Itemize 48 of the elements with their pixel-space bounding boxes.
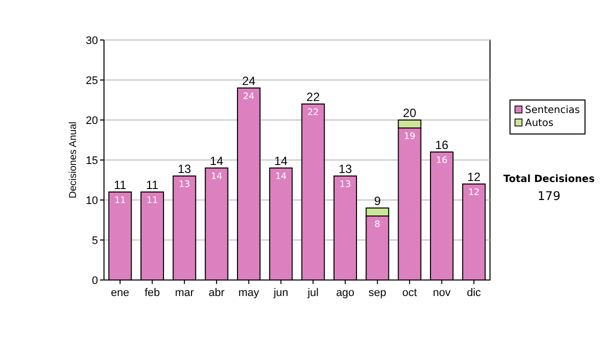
y-tick-label: 15 — [86, 155, 98, 167]
data-label: 11 — [146, 196, 158, 206]
total-label: 20 — [402, 106, 417, 120]
data-label: 22 — [307, 108, 319, 118]
x-tick-label: nov — [432, 287, 452, 299]
total-label: 16 — [435, 138, 449, 152]
total-label: 13 — [178, 162, 192, 176]
data-label: 14 — [210, 172, 223, 182]
data-label: 13 — [178, 180, 190, 190]
y-tick-label: 30 — [86, 35, 98, 47]
x-tick-label: may — [238, 287, 260, 299]
data-label: 13 — [340, 180, 351, 190]
legend-label: Autos — [525, 118, 554, 129]
total-label: 13 — [338, 162, 352, 176]
y-axis-title: Decisiones Anual — [68, 122, 79, 198]
y-tick-label: 10 — [86, 195, 98, 207]
total-label: 24 — [242, 74, 256, 88]
data-label: 24 — [243, 92, 255, 102]
data-label: 16 — [436, 156, 448, 166]
data-label: 8 — [374, 220, 381, 230]
data-label: 14 — [275, 172, 287, 182]
x-tick-label: dic — [466, 287, 482, 299]
x-tick-label: jul — [306, 287, 319, 299]
total-label: 22 — [306, 90, 320, 104]
total-label: 12 — [467, 170, 481, 184]
y-tick-label: 0 — [92, 275, 98, 287]
total-label: 14 — [274, 154, 288, 168]
total-label: 9 — [374, 194, 382, 208]
x-tick-label: jun — [272, 287, 288, 299]
y-tick-label: 20 — [86, 115, 98, 127]
x-tick-label: abr — [208, 287, 225, 299]
data-label: 11 — [114, 196, 126, 206]
x-tick-label: oct — [402, 287, 417, 299]
total-label: 11 — [114, 178, 127, 192]
x-tick-label: feb — [144, 287, 160, 299]
x-tick-label: ago — [336, 287, 354, 299]
total-label: 14 — [210, 154, 224, 168]
x-tick-label: sep — [368, 287, 386, 299]
x-tick-label: mar — [174, 287, 194, 299]
y-tick-label: 5 — [92, 235, 98, 247]
x-tick-label: ene — [110, 287, 130, 299]
text: Total Decisiones — [503, 174, 595, 185]
y-tick-label: 25 — [86, 75, 98, 87]
data-label: 12 — [468, 188, 480, 198]
data-label: 19 — [404, 132, 416, 142]
total-label: 11 — [146, 178, 159, 192]
legend-label: Sentencias — [525, 105, 580, 116]
text: 179 — [538, 189, 560, 203]
